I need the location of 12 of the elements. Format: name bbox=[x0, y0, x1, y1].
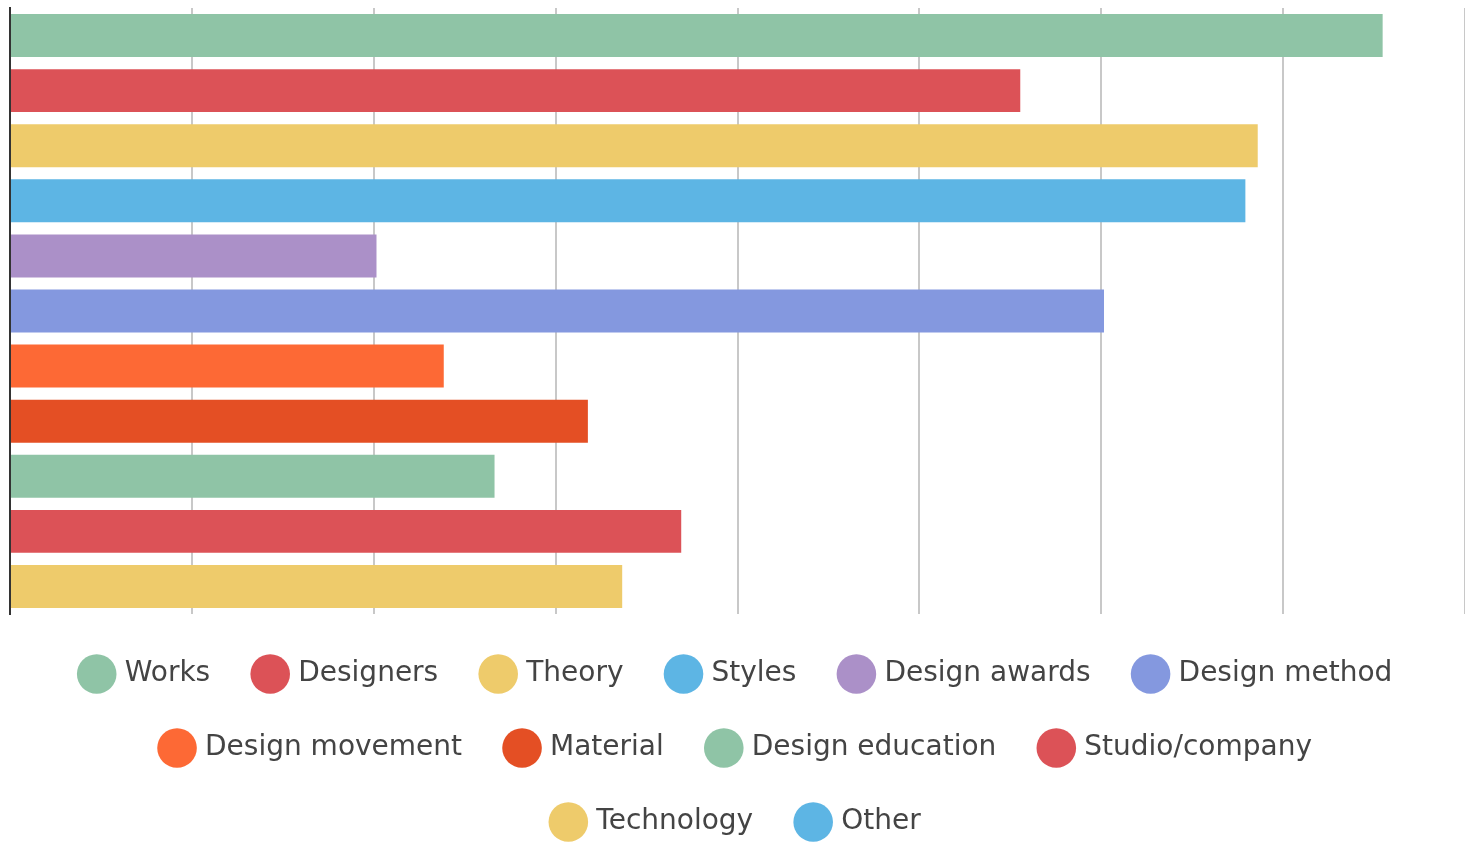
legend-label: Technology bbox=[595, 803, 754, 837]
legend-label: Material bbox=[550, 729, 664, 763]
legend-label: Design movement bbox=[205, 729, 463, 763]
legend-label: Works bbox=[124, 655, 211, 689]
legend-label: Design awards bbox=[884, 655, 1091, 689]
legend-label: Design method bbox=[1178, 655, 1393, 689]
legend-label: Studio/company bbox=[1084, 729, 1312, 763]
legend-label: Designers bbox=[298, 655, 439, 689]
legend-label: Other bbox=[841, 803, 922, 837]
legend-label: Theory bbox=[525, 655, 624, 689]
legend-label: Design education bbox=[751, 729, 997, 763]
legend-label: Styles bbox=[711, 655, 797, 689]
